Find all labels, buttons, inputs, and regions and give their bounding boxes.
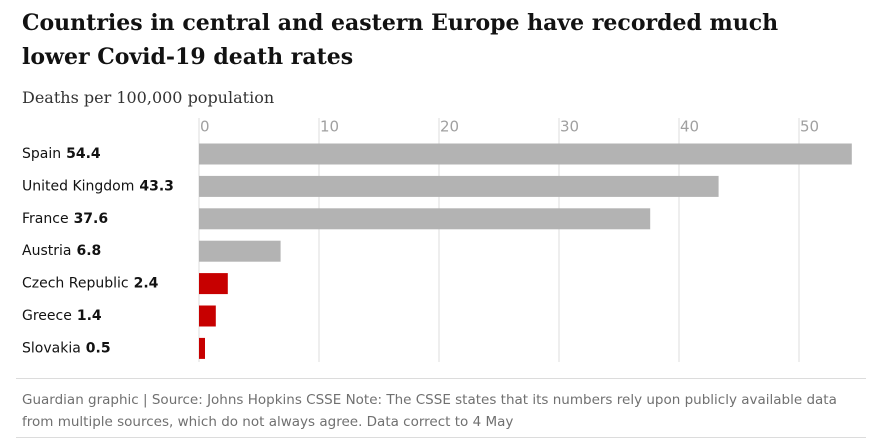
category-name: Austria xyxy=(22,243,71,259)
category-label: Czech Republic 2.4 xyxy=(22,276,159,292)
category-name: Greece xyxy=(22,308,72,324)
category-label: Spain 54.4 xyxy=(22,146,101,162)
category-label: Austria 6.8 xyxy=(22,243,101,259)
category-name: Czech Republic xyxy=(22,276,129,292)
value-label: 37.6 xyxy=(74,211,109,227)
value-label: 1.4 xyxy=(77,308,102,324)
bar xyxy=(199,305,216,327)
category-label: Slovakia 0.5 xyxy=(22,340,111,356)
category-name: Spain xyxy=(22,146,61,162)
value-label: 43.3 xyxy=(139,178,174,194)
value-label: 54.4 xyxy=(66,146,101,162)
x-tick-label: 20 xyxy=(440,118,459,136)
bar xyxy=(199,240,281,262)
category-name: Slovakia xyxy=(22,340,81,356)
x-tick-label: 40 xyxy=(680,118,699,136)
category-label: France 37.6 xyxy=(22,211,108,227)
chart-title: Countries in central and eastern Europe … xyxy=(22,10,779,70)
value-label: 0.5 xyxy=(86,340,111,356)
bar xyxy=(199,208,651,230)
value-label: 6.8 xyxy=(76,243,101,259)
bar xyxy=(199,273,228,295)
chart-subtitle: Deaths per 100,000 population xyxy=(22,88,275,107)
x-tick-label: 10 xyxy=(320,118,339,136)
plot: 0 10 20 30 40 50 Spain 54.4 United Kingdom 43.3 Fr… xyxy=(22,118,852,362)
bar xyxy=(199,175,719,197)
divider xyxy=(16,378,866,379)
category-name: United Kingdom xyxy=(22,178,134,194)
value-label: 2.4 xyxy=(134,276,159,292)
x-tick-label: 50 xyxy=(800,118,819,136)
bar xyxy=(199,143,852,165)
divider xyxy=(16,437,866,438)
bar xyxy=(199,337,205,359)
source-note: Guardian graphic | Source: Johns Hopkins… xyxy=(22,392,837,430)
x-tick-label: 30 xyxy=(560,118,579,136)
category-label: Greece 1.4 xyxy=(22,308,102,324)
x-tick-label: 0 xyxy=(200,118,210,136)
category-name: France xyxy=(22,211,69,227)
category-label: United Kingdom 43.3 xyxy=(22,178,174,194)
